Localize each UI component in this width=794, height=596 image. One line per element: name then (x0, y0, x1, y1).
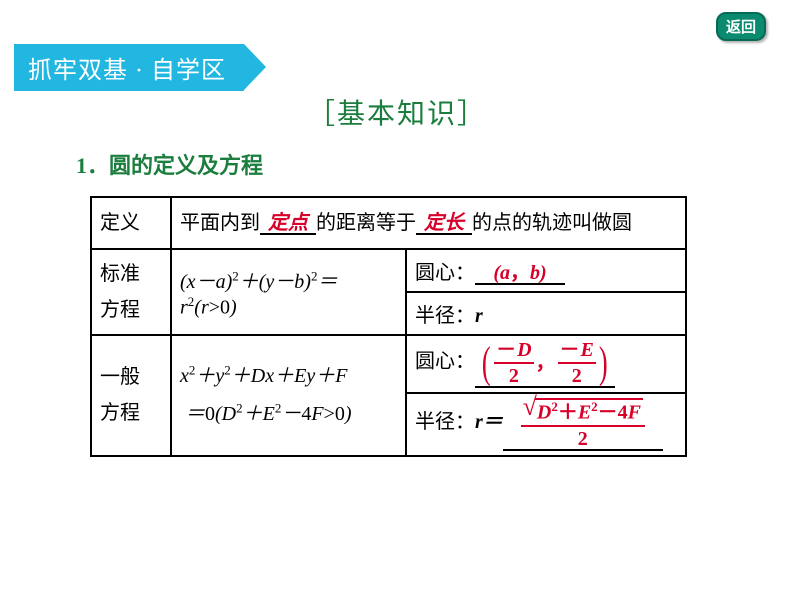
row-label-definition: 定义 (91, 197, 171, 249)
table-row: 一般 方程 x2＋y2＋Dx＋Ey＋F ＝0(D2＋E2－4F>0) 圆心： (… (91, 335, 686, 393)
label-gen-b: 方程 (100, 395, 162, 431)
standard-center-cell: 圆心： (a，b) (406, 249, 686, 292)
banner: 抓牢双基 · 自学区 (14, 44, 266, 91)
general-center-cell: 圆心： ( －D2 ， －E2 ) (406, 335, 686, 393)
row-label-standard: 标准 方程 (91, 249, 171, 335)
table-row: 定义 平面内到定点的距离等于定长的点的轨迹叫做圆 (91, 197, 686, 249)
standard-radius-cell: 半径：r (406, 292, 686, 335)
radius-value: r (475, 305, 483, 327)
general-formula: x2＋y2＋Dx＋Ey＋F ＝0(D2＋E2－4F>0) (171, 335, 406, 456)
def-text-c: 的点的轨迹叫做圆 (472, 212, 632, 234)
definition-table: 定义 平面内到定点的距离等于定长的点的轨迹叫做圆 标准 方程 (x－a)2＋(y… (90, 196, 687, 457)
def-blank-2: 定长 (424, 212, 464, 234)
def-text-a: 平面内到 (180, 212, 260, 234)
radius-eq: r＝ (475, 411, 503, 433)
definition-cell: 平面内到定点的距离等于定长的点的轨迹叫做圆 (171, 197, 686, 249)
general-radius-cell: 半径：r＝ √D2＋E2－4F 2 (406, 393, 686, 456)
table-row: 标准 方程 (x－a)2＋(y－b)2＝ r2(r>0) 圆心：(a，b) (91, 249, 686, 292)
center-label-gen: 圆心： (415, 351, 475, 373)
radius-label: 半径： (415, 305, 475, 327)
row-label-general: 一般 方程 (91, 335, 171, 456)
def-text-b: 的距离等于 (316, 212, 416, 234)
banner-arrow-icon (244, 44, 266, 90)
standard-formula: (x－a)2＋(y－b)2＝ r2(r>0) (171, 249, 406, 335)
label-std-a: 标准 (100, 256, 162, 292)
center-value-gen: ( －D2 ， －E2 ) (479, 340, 610, 386)
label-std-b: 方程 (100, 292, 162, 328)
section-title: 1．圆的定义及方程 (76, 148, 263, 180)
label-gen-a: 一般 (100, 359, 162, 395)
banner-text: 抓牢双基 · 自学区 (14, 44, 244, 91)
def-blank-1: 定点 (268, 212, 308, 234)
radius-value-gen: √D2＋E2－4F 2 (521, 398, 645, 449)
center-value: (a，b) (493, 262, 546, 284)
subtitle: ［基本知识］ (0, 92, 794, 132)
center-label: 圆心： (415, 262, 475, 284)
return-button[interactable]: 返回 (716, 12, 766, 41)
radius-label-gen: 半径： (415, 411, 475, 433)
